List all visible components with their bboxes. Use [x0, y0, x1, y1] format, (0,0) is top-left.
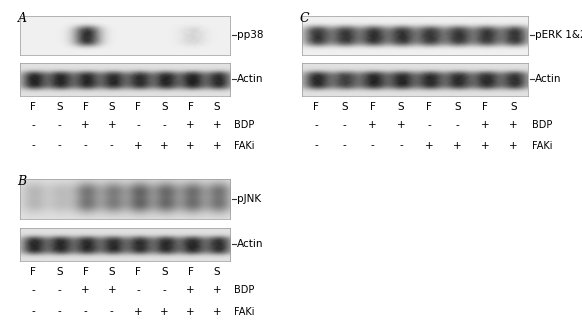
- Text: +: +: [481, 141, 489, 151]
- Text: +: +: [509, 120, 518, 130]
- Text: +: +: [160, 141, 169, 151]
- Text: BDP: BDP: [233, 120, 254, 130]
- Text: +: +: [186, 120, 195, 130]
- Text: -: -: [371, 141, 375, 151]
- Text: Actin: Actin: [237, 74, 264, 84]
- Text: B: B: [17, 175, 27, 187]
- Text: Actin: Actin: [237, 239, 264, 249]
- Text: F: F: [83, 267, 88, 277]
- Text: F: F: [187, 267, 194, 277]
- Text: A: A: [17, 11, 26, 24]
- Text: C: C: [300, 11, 310, 24]
- Text: S: S: [108, 267, 115, 277]
- Text: -: -: [58, 141, 61, 151]
- Text: BDP: BDP: [531, 120, 552, 130]
- Text: -: -: [31, 141, 35, 151]
- Text: S: S: [56, 267, 63, 277]
- Text: F: F: [426, 102, 432, 111]
- Text: F: F: [30, 267, 36, 277]
- Text: +: +: [212, 285, 221, 295]
- Text: +: +: [212, 306, 221, 317]
- Text: -: -: [427, 120, 431, 130]
- Text: S: S: [161, 102, 168, 111]
- Text: -: -: [314, 141, 318, 151]
- Text: -: -: [136, 120, 140, 130]
- Text: -: -: [58, 285, 61, 295]
- Text: +: +: [186, 141, 195, 151]
- Text: FAKi: FAKi: [233, 141, 254, 151]
- Text: F: F: [482, 102, 488, 111]
- Text: F: F: [83, 102, 88, 111]
- Text: +: +: [108, 285, 116, 295]
- Text: -: -: [314, 120, 318, 130]
- Text: S: S: [510, 102, 517, 111]
- Text: pERK 1&2: pERK 1&2: [535, 30, 582, 40]
- Text: F: F: [370, 102, 375, 111]
- Text: -: -: [399, 141, 403, 151]
- Text: +: +: [481, 120, 489, 130]
- Text: +: +: [186, 306, 195, 317]
- Text: -: -: [162, 285, 166, 295]
- Text: -: -: [31, 285, 35, 295]
- Text: S: S: [454, 102, 460, 111]
- Text: +: +: [81, 120, 90, 130]
- Text: +: +: [160, 306, 169, 317]
- Text: +: +: [425, 141, 434, 151]
- Text: F: F: [135, 102, 141, 111]
- Text: S: S: [214, 102, 220, 111]
- Text: +: +: [108, 120, 116, 130]
- Text: S: S: [214, 267, 220, 277]
- Text: -: -: [162, 120, 166, 130]
- Text: -: -: [84, 141, 87, 151]
- Text: -: -: [343, 141, 346, 151]
- Text: S: S: [56, 102, 63, 111]
- Text: +: +: [134, 141, 143, 151]
- Text: +: +: [134, 306, 143, 317]
- Text: -: -: [58, 306, 61, 317]
- Text: -: -: [110, 306, 113, 317]
- Text: FAKi: FAKi: [531, 141, 552, 151]
- Text: +: +: [81, 285, 90, 295]
- Text: +: +: [453, 141, 462, 151]
- Text: -: -: [31, 306, 35, 317]
- Text: F: F: [314, 102, 320, 111]
- Text: -: -: [84, 306, 87, 317]
- Text: BDP: BDP: [233, 285, 254, 295]
- Text: -: -: [110, 141, 113, 151]
- Text: FAKi: FAKi: [233, 306, 254, 317]
- Text: -: -: [455, 120, 459, 130]
- Text: S: S: [341, 102, 348, 111]
- Text: +: +: [396, 120, 405, 130]
- Text: -: -: [136, 285, 140, 295]
- Text: -: -: [31, 120, 35, 130]
- Text: +: +: [509, 141, 518, 151]
- Text: -: -: [58, 120, 61, 130]
- Text: +: +: [368, 120, 377, 130]
- Text: pJNK: pJNK: [237, 194, 261, 204]
- Text: S: S: [161, 267, 168, 277]
- Text: F: F: [30, 102, 36, 111]
- Text: F: F: [135, 267, 141, 277]
- Text: -: -: [343, 120, 346, 130]
- Text: Actin: Actin: [535, 74, 562, 84]
- Text: F: F: [187, 102, 194, 111]
- Text: +: +: [186, 285, 195, 295]
- Text: +: +: [212, 120, 221, 130]
- Text: +: +: [212, 141, 221, 151]
- Text: pp38: pp38: [237, 30, 264, 40]
- Text: S: S: [398, 102, 404, 111]
- Text: S: S: [108, 102, 115, 111]
